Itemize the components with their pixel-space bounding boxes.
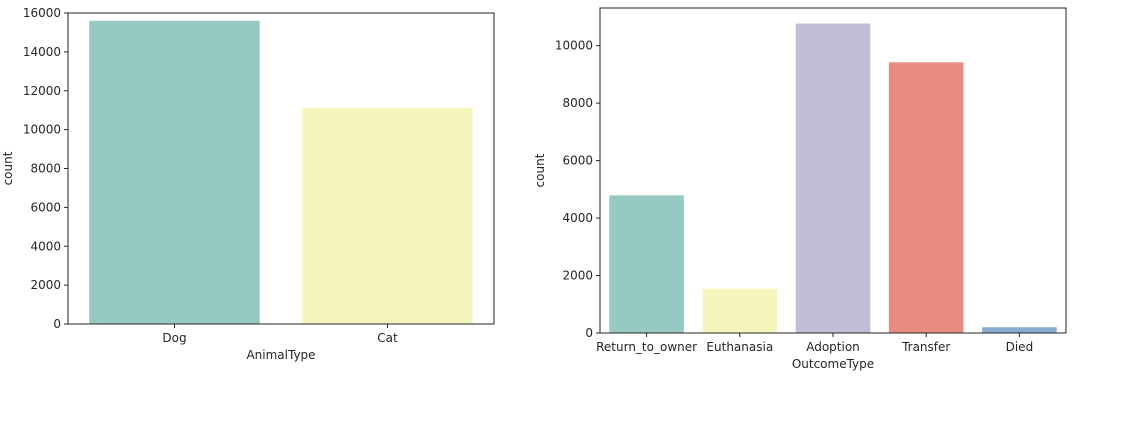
bar-transfer	[888, 62, 964, 334]
y-tick-label-8000: 8000	[30, 162, 61, 176]
bar-return-to-owner	[609, 195, 684, 333]
outcome-type-bars	[609, 23, 1057, 334]
y-tick-label-6000: 6000	[30, 200, 61, 214]
x-tick-label-transfer: Transfer	[901, 340, 950, 354]
animal-type-plot-frame	[67, 12, 495, 325]
y-tick-label-0: 0	[585, 326, 593, 340]
outcome-type-x-ticks: Return_to_owner Euthanasia Adoption Transfe…	[596, 333, 1033, 354]
y-tick-label-2000: 2000	[562, 269, 593, 283]
bar-died	[982, 327, 1057, 333]
animal-type-y-ticks: 0 2000 4000 6000 8000 10000 12000 14000 16000	[23, 6, 68, 331]
y-tick-label-2000: 2000	[30, 278, 61, 292]
x-tick-label-cat: Cat	[377, 331, 398, 345]
x-tick-label-dog: Dog	[162, 331, 186, 345]
x-tick-label-died: Died	[1006, 340, 1034, 354]
x-tick-label-return-to-owner: Return_to_owner	[596, 340, 697, 354]
animal-type-chart: 0 2000 4000 6000 8000 10000 12000 14000 16000 Do…	[1, 6, 495, 362]
animal-type-y-axis-label: count	[1, 151, 15, 185]
x-tick-label-adoption: Adoption	[806, 340, 860, 354]
animal-type-x-axis-label: AnimalType	[246, 348, 315, 362]
outcome-type-y-ticks: 0 2000 4000 6000 8000 10000	[555, 39, 600, 340]
animal-type-x-ticks: Dog Cat	[162, 324, 398, 345]
y-tick-label-10000: 10000	[555, 39, 593, 53]
y-tick-label-6000: 6000	[562, 154, 593, 168]
outcome-type-chart: 0 2000 4000 6000 8000 10000 Return_to_owner Eu…	[533, 7, 1067, 371]
y-tick-label-14000: 14000	[23, 45, 61, 59]
outcome-type-plot-frame	[599, 7, 1067, 334]
x-tick-label-euthanasia: Euthanasia	[706, 340, 773, 354]
outcome-type-y-axis-label: count	[533, 153, 547, 187]
y-tick-label-8000: 8000	[562, 96, 593, 110]
bar-cat	[302, 107, 473, 325]
y-tick-label-0: 0	[53, 317, 61, 331]
y-tick-label-4000: 4000	[562, 211, 593, 225]
y-tick-label-10000: 10000	[23, 123, 61, 137]
bar-euthanasia	[702, 288, 778, 333]
bar-dog	[89, 20, 260, 325]
animal-type-bars	[89, 20, 473, 325]
y-tick-label-4000: 4000	[30, 239, 61, 253]
outcome-type-x-axis-label: OutcomeType	[792, 357, 874, 371]
y-tick-label-16000: 16000	[23, 6, 61, 20]
y-tick-label-12000: 12000	[23, 84, 61, 98]
bar-adoption	[795, 23, 871, 333]
